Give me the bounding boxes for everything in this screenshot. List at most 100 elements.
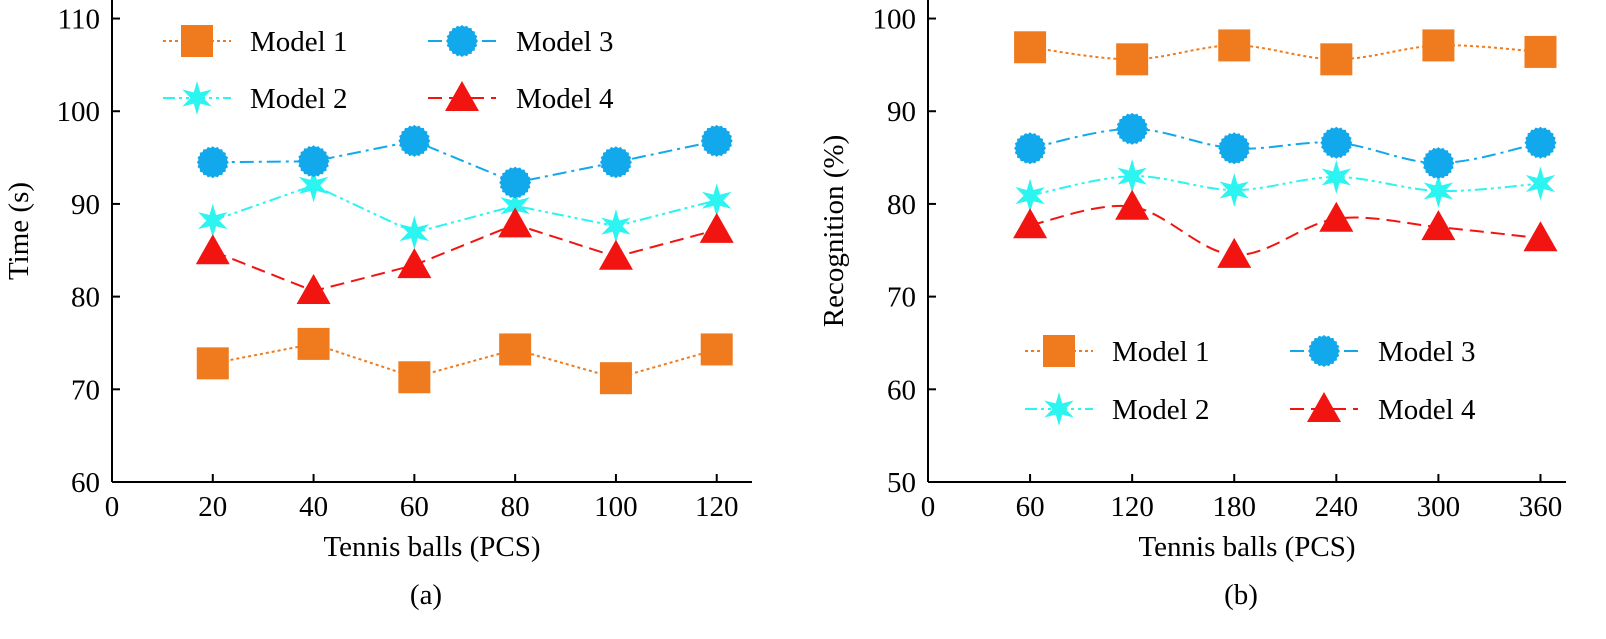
y-tick-label: 70 <box>887 282 916 314</box>
data-point-triangle <box>1217 237 1252 268</box>
data-point-circle <box>1320 126 1353 159</box>
data-point-triangle <box>397 248 432 279</box>
series-line <box>212 184 717 234</box>
y-tick-label: 60 <box>71 467 100 499</box>
chart-caption: (b) <box>1224 579 1258 611</box>
data-point-circle <box>499 166 532 199</box>
data-point-square <box>196 347 229 380</box>
data-point-star <box>399 215 430 250</box>
legend-marker-circle <box>1308 335 1340 367</box>
x-tick-label: 60 <box>1016 491 1045 523</box>
data-point-circle <box>297 145 330 178</box>
legend-item: Model 3 <box>428 25 613 58</box>
y-tick-label: 110 <box>58 4 100 36</box>
legend-item: Model 3 <box>1290 335 1475 368</box>
data-point-square <box>297 327 330 360</box>
x-tick-label: 360 <box>1519 491 1563 523</box>
legend-marker-square <box>181 25 213 57</box>
data-point-triangle <box>699 212 734 243</box>
series-model-3 <box>196 124 733 199</box>
axes: 0 20 40 60 80 100 120 60 70 80 90 100 110 <box>57 0 752 523</box>
series-model-4 <box>1013 189 1558 268</box>
y-tick-label: 70 <box>71 374 100 406</box>
data-point-star <box>1525 166 1556 201</box>
x-tick-label: 40 <box>299 491 328 523</box>
legend-label: Model 2 <box>250 83 347 115</box>
series-model-4 <box>195 207 734 305</box>
y-tick-label: 50 <box>887 467 916 499</box>
legend-item: Model 2 <box>1025 392 1209 426</box>
data-point-star <box>1423 173 1454 208</box>
data-point-star <box>702 183 732 218</box>
x-tick-label: 0 <box>105 491 120 523</box>
data-point-square <box>1320 43 1353 76</box>
data-point-star <box>1117 159 1147 194</box>
series-line <box>212 342 717 380</box>
legend-marker-triangle <box>1307 392 1341 422</box>
y-tick-label: 100 <box>873 4 917 36</box>
legend-marker-square <box>1043 335 1075 367</box>
data-point-square <box>1524 35 1557 68</box>
x-tick-label: 240 <box>1315 491 1359 523</box>
data-point-triangle <box>1013 208 1048 239</box>
data-point-triangle <box>1523 221 1558 252</box>
series-line <box>1029 44 1541 61</box>
y-tick-label: 90 <box>71 189 100 221</box>
x-tick-label: 0 <box>921 491 936 523</box>
legend-label: Model 2 <box>1112 394 1209 426</box>
x-tick-label: 120 <box>695 491 739 523</box>
y-tick-label: 80 <box>887 189 916 221</box>
x-tick-label: 120 <box>1110 491 1154 523</box>
series-model-2 <box>198 168 732 250</box>
data-point-square <box>499 333 532 366</box>
legend-marker-star <box>1044 392 1074 426</box>
series-model-1 <box>196 327 733 395</box>
y-tick-label: 60 <box>887 374 916 406</box>
series-model-1 <box>1014 29 1557 76</box>
x-axis-title: Tennis balls (PCS) <box>1138 531 1355 563</box>
legend-label: Model 3 <box>1378 336 1475 368</box>
series-line <box>1029 175 1541 197</box>
data-point-star <box>1321 160 1352 195</box>
legend-marker-circle <box>446 25 478 57</box>
data-point-square <box>1422 29 1455 62</box>
x-axis-title: Tennis balls (PCS) <box>323 531 540 563</box>
x-tick-label: 20 <box>198 491 227 523</box>
legend-label: Model 1 <box>250 26 347 58</box>
data-point-square <box>599 362 632 395</box>
x-tick-label: 180 <box>1212 491 1256 523</box>
data-point-square <box>1116 43 1149 76</box>
legend-marker-triangle <box>445 81 479 111</box>
data-point-star <box>601 209 631 244</box>
data-point-circle <box>398 124 431 157</box>
data-point-square <box>1014 31 1047 64</box>
data-point-star <box>1015 178 1045 213</box>
data-point-circle <box>700 124 733 157</box>
y-tick-label: 90 <box>887 96 916 128</box>
legend-item: Model 1 <box>163 25 347 58</box>
legend-label: Model 4 <box>516 83 614 115</box>
chart-a: 0 20 40 60 80 100 120 60 70 80 90 100 110 Tennis ball… <box>3 0 752 611</box>
legend-label: Model 1 <box>1112 336 1209 368</box>
x-tick-label: 300 <box>1417 491 1461 523</box>
series-line <box>212 223 717 293</box>
data-point-triangle <box>195 234 230 265</box>
data-point-circle <box>599 146 632 179</box>
series-line <box>1029 127 1541 165</box>
y-tick-label: 100 <box>57 96 101 128</box>
data-point-triangle <box>1421 210 1456 241</box>
data-point-square <box>1218 29 1251 62</box>
series-model-2 <box>1015 159 1556 213</box>
series-line <box>1029 204 1541 256</box>
data-point-circle <box>1014 132 1047 165</box>
data-point-triangle <box>498 207 533 238</box>
data-point-star <box>500 188 530 223</box>
legend: Model 1 Model 2 Model 3 Model 4 <box>1025 335 1476 426</box>
data-point-star <box>198 203 228 238</box>
data-point-square <box>700 333 733 366</box>
legend-item: Model 1 <box>1025 335 1209 368</box>
data-point-circle <box>1116 112 1149 145</box>
legend-item: Model 4 <box>1290 392 1476 426</box>
x-tick-label: 100 <box>594 491 638 523</box>
